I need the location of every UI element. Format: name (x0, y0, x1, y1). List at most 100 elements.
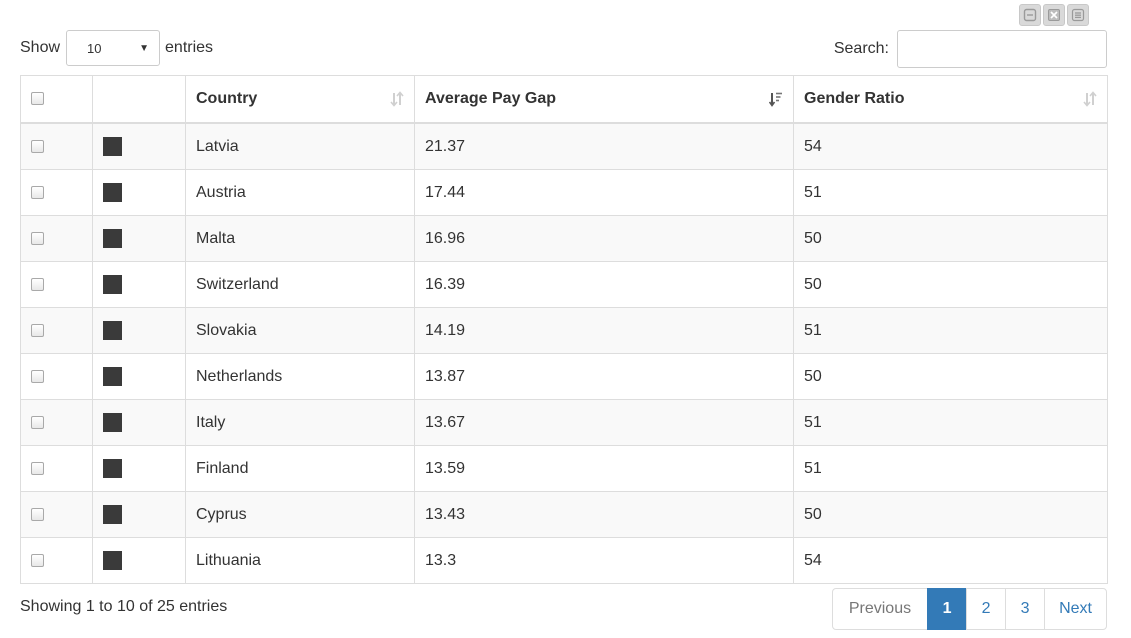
table-row[interactable]: Austria 17.44 51 (20, 169, 1108, 216)
row-swatch-cell (92, 215, 186, 262)
cell-country: Cyprus (185, 491, 415, 538)
row-checkbox[interactable] (31, 277, 44, 291)
select-all-header (20, 75, 93, 124)
row-checkbox[interactable] (31, 507, 44, 521)
cell-average-pay-gap: 14.19 (414, 307, 794, 354)
column-header-label: Average Pay Gap (425, 90, 557, 107)
color-swatch (103, 413, 122, 432)
cell-average-pay-gap: 13.3 (414, 537, 794, 584)
entries-per-page-select[interactable]: 10 ▼ (66, 30, 161, 66)
color-swatch (103, 229, 122, 248)
collapse-button[interactable] (1019, 4, 1041, 26)
cell-average-pay-gap: 21.37 (414, 122, 794, 170)
menu-button[interactable] (1067, 4, 1089, 26)
row-checkbox[interactable] (31, 185, 44, 199)
fullscreen-icon (1048, 9, 1060, 21)
row-checkbox-cell (20, 399, 93, 446)
column-header-average-pay-gap[interactable]: Average Pay Gap (414, 75, 794, 124)
search-control: Search: (834, 30, 1107, 68)
select-all-checkbox[interactable] (31, 92, 44, 106)
row-checkbox[interactable] (31, 139, 44, 153)
cell-country: Finland (185, 445, 415, 492)
table-row[interactable]: Lithuania 13.3 54 (20, 537, 1108, 584)
row-checkbox[interactable] (31, 231, 44, 245)
table-row[interactable]: Latvia 21.37 54 (20, 122, 1108, 170)
cell-gender-ratio: 50 (793, 353, 1108, 400)
data-table: Country Average Pay Gap (20, 75, 1108, 584)
search-label: Search: (833, 40, 889, 57)
cell-average-pay-gap: 17.44 (414, 169, 794, 216)
column-header-label: Gender Ratio (804, 90, 905, 107)
cell-average-pay-gap: 16.39 (414, 261, 794, 308)
search-input[interactable] (897, 30, 1107, 68)
cell-gender-ratio: 51 (793, 399, 1108, 446)
cell-country: Lithuania (185, 537, 415, 584)
row-checkbox[interactable] (31, 323, 44, 337)
row-checkbox[interactable] (31, 461, 44, 475)
page-button-1[interactable]: 1 (927, 588, 968, 630)
entries-label: entries (165, 39, 214, 56)
row-checkbox-cell (20, 122, 93, 170)
page-button-2[interactable]: 2 (966, 588, 1007, 630)
cell-average-pay-gap: 16.96 (414, 215, 794, 262)
color-swatch (103, 321, 122, 340)
row-swatch-cell (92, 491, 186, 538)
row-swatch-cell (92, 353, 186, 400)
previous-page-button[interactable]: Previous (831, 588, 929, 630)
row-swatch-cell (92, 537, 186, 584)
row-checkbox[interactable] (31, 415, 44, 429)
row-swatch-cell (92, 445, 186, 492)
menu-icon (1071, 8, 1085, 22)
table-body: Latvia 21.37 54 Austria 17.44 51 Malta 16.96 50 S… (20, 122, 1108, 584)
pagination: Previous 1 2 3 Next (831, 588, 1107, 630)
color-swatch (103, 137, 122, 156)
entries-per-page-value: 10 (87, 40, 102, 56)
cell-average-pay-gap: 13.67 (414, 399, 794, 446)
cell-country: Switzerland (185, 261, 415, 308)
cell-average-pay-gap: 13.43 (414, 491, 794, 538)
table-info: Showing 1 to 10 of 25 entries (20, 598, 228, 615)
row-checkbox-cell (20, 445, 93, 492)
cell-country: Slovakia (185, 307, 415, 354)
row-checkbox-cell (20, 215, 93, 262)
sort-both-icon (390, 91, 404, 107)
table-row[interactable]: Slovakia 14.19 51 (20, 307, 1108, 354)
row-swatch-cell (92, 261, 186, 308)
cell-gender-ratio: 50 (793, 261, 1108, 308)
next-page-button[interactable]: Next (1044, 588, 1107, 630)
page-button-3[interactable]: 3 (1005, 588, 1046, 630)
table-row[interactable]: Switzerland 16.39 50 (20, 261, 1108, 308)
cell-average-pay-gap: 13.59 (414, 445, 794, 492)
color-swatch (103, 459, 122, 478)
column-header-gender-ratio[interactable]: Gender Ratio (793, 75, 1108, 124)
length-menu: Show 10 ▼ entries (20, 30, 213, 66)
row-checkbox[interactable] (31, 369, 44, 383)
cell-gender-ratio: 54 (793, 122, 1108, 170)
column-header-country[interactable]: Country (185, 75, 415, 124)
table-row[interactable]: Finland 13.59 51 (20, 445, 1108, 492)
table-toolbar (1019, 4, 1089, 26)
row-checkbox-cell (20, 491, 93, 538)
row-swatch-cell (92, 122, 186, 170)
row-swatch-cell (92, 307, 186, 354)
row-swatch-cell (92, 399, 186, 446)
row-checkbox-cell (20, 261, 93, 308)
row-checkbox-cell (20, 307, 93, 354)
row-checkbox-cell (20, 353, 93, 400)
table-row[interactable]: Cyprus 13.43 50 (20, 491, 1108, 538)
table-header-row: Country Average Pay Gap (20, 75, 1108, 124)
cell-country: Netherlands (185, 353, 415, 400)
cell-country: Austria (185, 169, 415, 216)
cell-gender-ratio: 51 (793, 169, 1108, 216)
collapse-icon (1023, 8, 1037, 22)
row-checkbox[interactable] (31, 553, 44, 567)
table-row[interactable]: Netherlands 13.87 50 (20, 353, 1108, 400)
fullscreen-button[interactable] (1043, 4, 1065, 26)
table-row[interactable]: Italy 13.67 51 (20, 399, 1108, 446)
dropdown-arrow-icon: ▼ (139, 42, 150, 54)
column-header-label: Country (196, 90, 258, 107)
sort-descending-icon (769, 91, 783, 107)
color-swatch (103, 551, 122, 570)
table-row[interactable]: Malta 16.96 50 (20, 215, 1108, 262)
row-swatch-cell (92, 169, 186, 216)
